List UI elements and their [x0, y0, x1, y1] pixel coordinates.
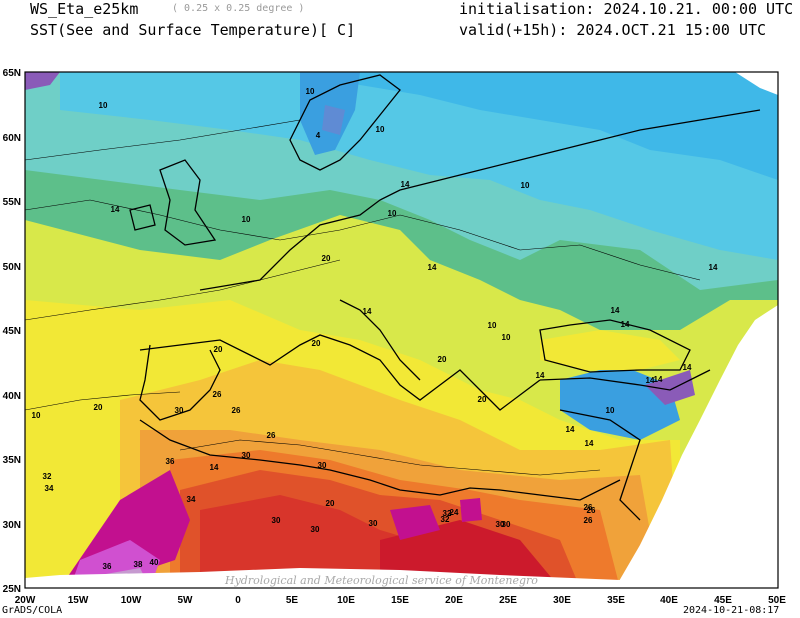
contour-label: 20: [438, 355, 447, 364]
lon-label: 5W: [178, 595, 194, 606]
contour-label: 26: [213, 390, 222, 399]
lon-label: 40E: [660, 595, 678, 606]
contour-label: 14: [654, 375, 663, 384]
software-credit: GrADS/COLA: [2, 605, 63, 616]
contour-label: 14: [683, 363, 692, 372]
model-name: WS_Eta_e25km: [30, 0, 139, 18]
variable-title: SST(See and Surface Temperature)[ C]: [30, 21, 356, 39]
contour-label: 30: [502, 520, 511, 529]
contour-label: 34: [187, 495, 196, 504]
contour-label: 10: [521, 181, 530, 190]
contour-label: 10: [306, 87, 315, 96]
lat-label: 25N: [3, 584, 21, 595]
contour-label: 30: [318, 461, 327, 470]
contour-label: 10: [99, 101, 108, 110]
map-frame: [24, 71, 779, 589]
contour-label: 30: [369, 519, 378, 528]
contour-label: 36: [103, 562, 112, 571]
contour-label: 32: [441, 515, 450, 524]
contour-lines: [25, 119, 701, 476]
contour-label: 20: [94, 403, 103, 412]
contour-label: 24: [450, 508, 459, 517]
contour-label: 26: [584, 516, 593, 525]
contour-label: 14: [646, 376, 655, 385]
contour-label: 10: [242, 215, 251, 224]
lon-label: 15W: [68, 595, 89, 606]
lat-axis-labels: 25N 30N 35N 40N 45N 50N 55N 60N 65N: [3, 68, 21, 595]
watermark: Hydrological and Meteorological service …: [224, 574, 538, 587]
contour-label: 10: [488, 321, 497, 330]
contour-label: 20: [326, 499, 335, 508]
initialisation-time: initialisation: 2024.10.21. 00:00 UTC: [459, 0, 794, 18]
grid-resolution: ( 0.25 x 0.25 degree ): [172, 3, 305, 14]
contour-label: 36: [166, 457, 175, 466]
contour-label: 4: [316, 131, 321, 140]
contour-label: 10: [606, 406, 615, 415]
lon-axis-labels: 20W 15W 10W 5W 0 5E 10E 15E 20E 25E 30E 35E 40E 45E 50…: [15, 595, 787, 606]
contour-label: 14: [363, 307, 372, 316]
contour-label: 10: [376, 125, 385, 134]
contour-label: 30: [496, 520, 505, 529]
contour-label: 10: [32, 411, 41, 420]
lon-label: 15E: [391, 595, 409, 606]
lat-label: 40N: [3, 391, 21, 402]
lon-label: 5E: [286, 595, 299, 606]
contour-label: 40: [150, 558, 159, 567]
lat-label: 55N: [3, 197, 21, 208]
contour-label: 10: [388, 209, 397, 218]
lon-label: 20W: [15, 595, 36, 606]
contour-label: 26: [232, 406, 241, 415]
contour-label: 10: [502, 333, 511, 342]
contour-label: 26: [587, 506, 596, 515]
lat-label: 50N: [3, 262, 21, 273]
lon-label: 35E: [607, 595, 625, 606]
contour-label: 34: [45, 484, 54, 493]
contour-label: 20: [478, 395, 487, 404]
contour-label: 20: [322, 254, 331, 263]
contour-label: 38: [134, 560, 143, 569]
contour-label: 20: [214, 345, 223, 354]
lon-label: 30E: [553, 595, 571, 606]
lat-label: 45N: [3, 326, 21, 337]
contour-label: 32: [443, 509, 452, 518]
lon-label: 0: [235, 595, 241, 606]
lat-label: 35N: [3, 455, 21, 466]
contour-label: 14: [210, 463, 219, 472]
lat-label: 30N: [3, 520, 21, 531]
contour-label: 14: [111, 205, 120, 214]
lon-label: 10E: [337, 595, 355, 606]
contour-label: 30: [272, 516, 281, 525]
lon-label: 25E: [499, 595, 517, 606]
contour-label: 14: [428, 263, 437, 272]
contour-label: 30: [311, 525, 320, 534]
contour-label: 14: [585, 439, 594, 448]
coastlines: [129, 74, 761, 521]
contour-label: 14: [611, 306, 620, 315]
contour-label: 20: [312, 339, 321, 348]
contour-label: 30: [242, 451, 251, 460]
valid-time: valid(+15h): 2024.OCT.21 15:00 UTC: [459, 21, 767, 39]
contour-label: 14: [536, 371, 545, 380]
contour-label: 14: [621, 320, 630, 329]
contour-label: 30: [175, 406, 184, 415]
lon-label: 10W: [121, 595, 142, 606]
lon-label: 20E: [445, 595, 463, 606]
render-timestamp: 2024-10-21-08:17: [683, 605, 780, 616]
contour-label: 26: [267, 431, 276, 440]
lon-label: 50E: [768, 595, 786, 606]
lon-label: 45E: [714, 595, 732, 606]
contour-label: 32: [43, 472, 52, 481]
lat-label: 65N: [3, 68, 21, 79]
sst-field: [25, 72, 778, 588]
contour-label: 14: [709, 263, 718, 272]
contour-label: 14: [566, 425, 575, 434]
contour-label: 14: [401, 180, 410, 189]
contour-label: 26: [584, 503, 593, 512]
lat-label: 60N: [3, 133, 21, 144]
